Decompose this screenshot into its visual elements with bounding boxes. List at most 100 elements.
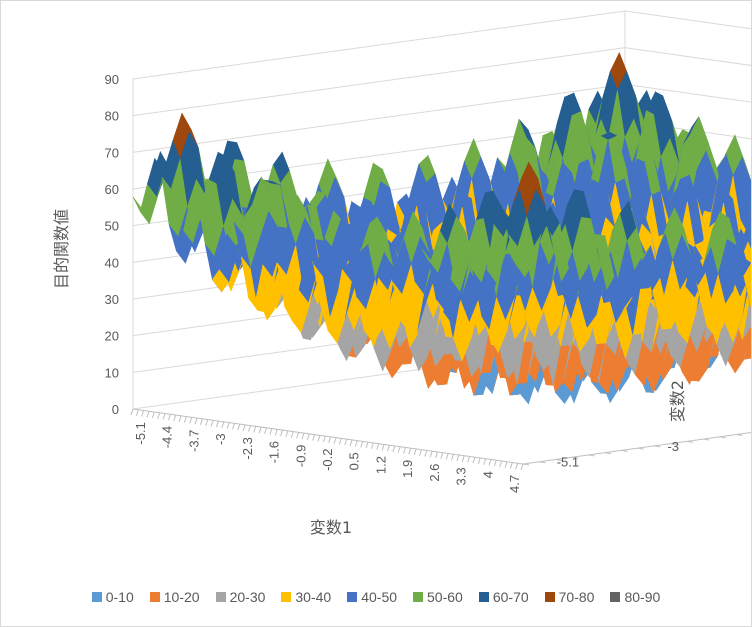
x-tick-mark: [488, 459, 492, 466]
surface-cell: [515, 251, 533, 278]
x-tick-mark: [477, 457, 481, 465]
z-tick-label: 50: [105, 219, 119, 234]
x-tick-label: -3: [213, 433, 228, 445]
x-tick-label: 0.5: [347, 452, 362, 470]
legend-swatch: [149, 592, 160, 602]
x-tick-mark: [333, 437, 337, 444]
x-tick-mark: [467, 456, 471, 463]
x-tick-mark: [301, 432, 305, 440]
legend-label: 30-40: [295, 589, 332, 605]
x-tick-label: -2.3: [240, 437, 255, 459]
x-tick-label: -1.6: [267, 441, 282, 463]
x-tick-mark: [483, 458, 487, 465]
z-tick-label: 0: [112, 402, 119, 417]
legend-item: 50-60: [413, 589, 463, 605]
x-tick-mark: [370, 442, 374, 450]
x-tick-label: 2.6: [427, 464, 442, 482]
x-tick-mark: [376, 443, 380, 450]
y-tick-mark: [522, 463, 530, 466]
x-tick-mark: [435, 451, 438, 459]
x-tick-mark: [141, 410, 145, 417]
z-tick-label: 90: [105, 72, 119, 87]
x-tick-mark: [306, 433, 310, 441]
x-tick-mark: [210, 420, 214, 427]
x-tick-mark: [248, 425, 252, 432]
x-tick-mark: [440, 452, 444, 459]
z-gridline: [132, 10, 751, 80]
z-tick-label: 80: [105, 109, 119, 124]
y-tick-mark: [621, 449, 628, 452]
legend-label: 80-90: [624, 589, 661, 605]
x-tick-mark: [338, 438, 342, 445]
legend-swatch: [281, 592, 292, 602]
z-axis-title: 目的関数値: [52, 209, 71, 289]
y-axis-ticks: -5.1-3-0.91.23.3: [522, 431, 751, 469]
legend-swatch: [215, 592, 226, 602]
x-tick-mark: [504, 461, 508, 468]
x-tick-mark: [162, 413, 166, 420]
x-tick-mark: [397, 446, 401, 453]
x-tick-mark: [205, 419, 209, 426]
z-tick-label: 40: [105, 255, 119, 270]
legend-label: 70-80: [558, 589, 595, 605]
legend-item: 0-10: [91, 589, 134, 605]
x-tick-mark: [253, 426, 257, 433]
y-tick-label: -3: [667, 439, 679, 454]
y-tick-mark: [539, 461, 546, 464]
x-tick-mark: [317, 435, 321, 442]
legend-label: 40-50: [361, 589, 398, 605]
x-tick-mark: [237, 423, 241, 431]
x-tick-mark: [216, 420, 219, 428]
y-tick-mark: [703, 438, 710, 441]
x-tick-mark: [269, 428, 273, 435]
legend-item: 40-50: [347, 589, 397, 605]
x-tick-label: 1.9: [400, 460, 415, 478]
legend-item: 70-80: [544, 589, 595, 605]
surface-plot: [132, 52, 751, 405]
x-tick-mark: [274, 429, 278, 436]
surface-chart: 0 10 20 30 40 50 60 70 80 90 -5.1 -4.4 -3.7 -3 -2.3 -1…: [52, 10, 751, 537]
y-tick-mark: [719, 436, 726, 439]
z-tick-label: 10: [105, 365, 119, 380]
x-tick-mark: [354, 440, 358, 447]
x-axis-line: [132, 408, 524, 465]
x-tick-mark: [493, 460, 497, 467]
x-axis-title: 変数1: [310, 518, 352, 537]
y-tick-mark: [670, 443, 677, 446]
y-tick-mark: [555, 458, 562, 461]
x-tick-mark: [392, 445, 396, 453]
y-tick-mark: [604, 452, 612, 455]
x-tick-mark: [499, 460, 503, 468]
x-tick-mark: [226, 422, 230, 429]
x-tick-label: 3.3: [454, 467, 469, 485]
x-tick-mark: [424, 450, 428, 457]
x-axis-ticks: -5.1 -4.4 -3.7 -3 -2.3 -1.6 -0.9 -0.2 0.5 1.2 1.9 2…: [130, 408, 524, 493]
chart-legend: 0-10 10-20 20-30 30-40 40-50 50-60 60-70 70-80 8…: [1, 583, 751, 611]
x-tick-mark: [232, 423, 235, 430]
legend-item: 60-70: [478, 589, 529, 605]
x-tick-mark: [360, 441, 364, 448]
z-tick-label: 30: [105, 292, 119, 307]
x-tick-mark: [157, 412, 161, 419]
legend-swatch: [91, 592, 102, 602]
x-tick-mark: [365, 441, 369, 449]
y-tick-mark: [588, 454, 595, 457]
z-gridline: [132, 47, 751, 117]
y-axis-title: 変数2: [668, 380, 687, 422]
x-tick-mark: [151, 411, 155, 419]
x-tick-label: 4: [481, 471, 496, 478]
x-tick-label: -5.1: [133, 422, 148, 444]
legend-swatch: [478, 592, 489, 602]
x-tick-mark: [285, 430, 289, 438]
x-tick-mark: [344, 438, 348, 446]
x-tick-mark: [429, 451, 433, 458]
z-axis-ticks: 0 10 20 30 40 50 60 70 80 90: [105, 72, 119, 417]
x-tick-mark: [167, 414, 171, 421]
x-tick-mark: [445, 453, 449, 460]
x-tick-mark: [258, 426, 262, 434]
x-tick-mark: [183, 416, 187, 423]
y-tick-mark: [686, 440, 694, 443]
legend-swatch: [544, 592, 555, 602]
x-tick-mark: [194, 417, 198, 425]
